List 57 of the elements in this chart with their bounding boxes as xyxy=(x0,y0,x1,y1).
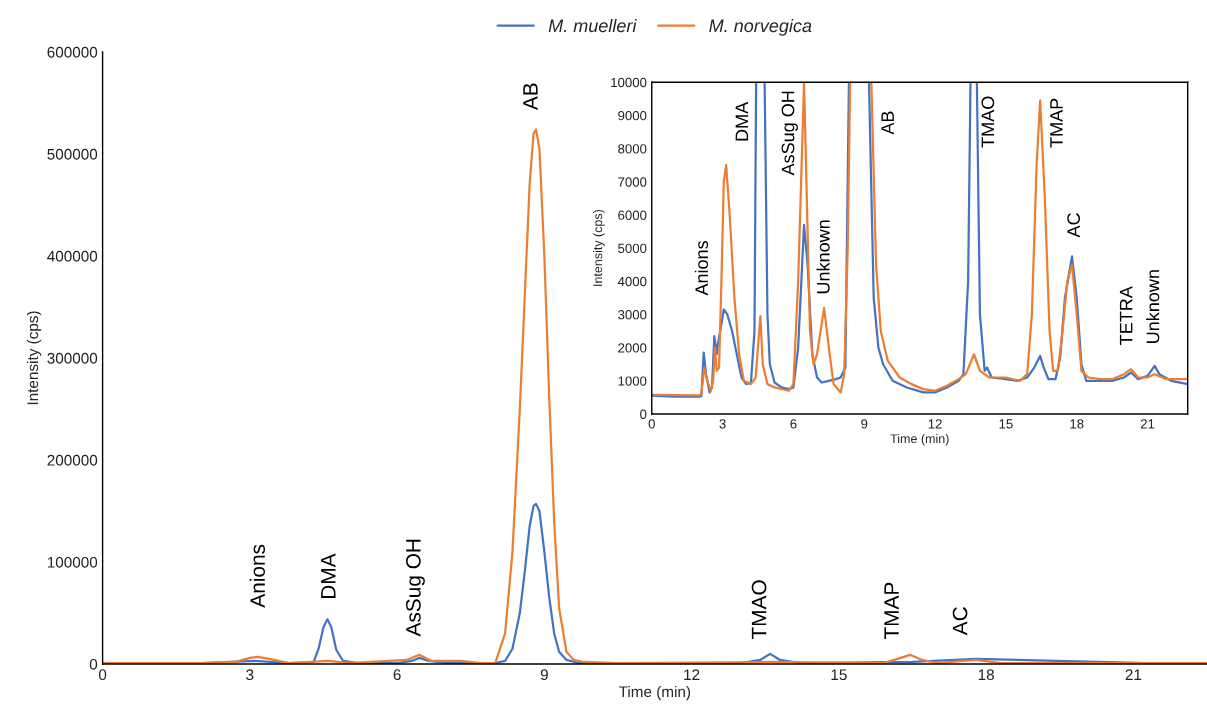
y-tick-label: 300000 xyxy=(47,352,98,364)
x-tick-label: 18 xyxy=(978,669,994,681)
annotation: AB xyxy=(881,111,894,135)
y-tick-label: 500000 xyxy=(47,148,98,160)
y-tick-label: 0 xyxy=(89,658,98,670)
annotation: AsSug OH xyxy=(781,91,798,176)
annotation: Unknown xyxy=(816,220,830,294)
annotation: TMAP xyxy=(1050,98,1063,148)
x-tick-label: 3 xyxy=(719,419,726,429)
x-tick-label: 12 xyxy=(928,419,942,429)
x-axis-title: Time (min) xyxy=(890,433,949,446)
x-tick-label: 15 xyxy=(831,669,847,681)
annotation: TETRA xyxy=(1119,286,1133,345)
y-tick-label: 400000 xyxy=(47,250,98,262)
annotation: TMAP xyxy=(884,582,899,640)
x-tick-label: 6 xyxy=(393,669,401,681)
x-axis-title: Time (min) xyxy=(618,685,691,701)
x-tick-label: 21 xyxy=(1125,669,1142,680)
annotation: TMAO xyxy=(751,580,767,640)
y-tick-label: 8000 xyxy=(618,144,647,154)
y-tick-label: 7000 xyxy=(618,177,647,187)
y-axis-title: Intensity (cps) xyxy=(26,311,42,405)
annotation: AC xyxy=(952,607,968,636)
x-tick-label: 18 xyxy=(1070,419,1084,429)
y-tick-label: 10000 xyxy=(611,77,647,88)
x-tick-label: 0 xyxy=(98,669,107,681)
annotation: Unknown xyxy=(1146,270,1160,343)
y-tick-label: 5000 xyxy=(618,243,647,254)
y-tick-label: 6000 xyxy=(618,210,647,220)
x-tick-label: 21 xyxy=(1140,419,1155,429)
x-tick-label: 0 xyxy=(648,419,655,429)
y-tick-label: 4000 xyxy=(617,276,647,287)
y-tick-label: 200000 xyxy=(47,454,98,466)
annotation: TMAO xyxy=(981,96,995,148)
x-tick-label: 15 xyxy=(999,419,1013,429)
y-tick-label: 2000 xyxy=(618,343,647,353)
annotation: Anions xyxy=(694,240,709,296)
annotation: Anions xyxy=(249,544,266,608)
annotation: AB xyxy=(523,83,538,111)
x-tick-label: 6 xyxy=(790,419,797,429)
y-tick-label: 100000 xyxy=(47,556,98,568)
annotation: DMA xyxy=(321,553,336,599)
annotation: AC xyxy=(1067,213,1080,238)
legend-label: M. norvegica xyxy=(709,18,812,36)
x-tick-label: 3 xyxy=(246,669,254,681)
legend-label: M. muelleri xyxy=(548,18,637,33)
x-tick-label: 12 xyxy=(684,669,700,680)
y-tick-label: 3000 xyxy=(618,310,647,320)
x-tick-label: 9 xyxy=(861,419,868,429)
y-tick-label: 600000 xyxy=(47,46,98,58)
y-tick-label: 1000 xyxy=(618,376,647,386)
annotation: AsSug OH xyxy=(405,539,425,637)
y-tick-label: 9000 xyxy=(618,110,647,121)
y-tick-label: 0 xyxy=(640,409,647,419)
y-axis-title: Intensity (cps) xyxy=(593,209,605,286)
x-tick-label: 9 xyxy=(540,669,548,681)
annotation: DMA xyxy=(735,101,749,141)
